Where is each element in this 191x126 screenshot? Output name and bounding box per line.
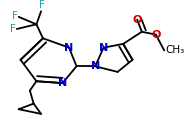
Text: N: N bbox=[99, 43, 108, 53]
Text: N: N bbox=[64, 43, 74, 53]
Text: O: O bbox=[151, 30, 160, 40]
Text: N: N bbox=[58, 78, 67, 88]
Text: F: F bbox=[12, 11, 18, 21]
Text: F: F bbox=[10, 24, 16, 34]
Text: N: N bbox=[91, 61, 100, 71]
Text: F: F bbox=[39, 0, 45, 10]
Text: CH₃: CH₃ bbox=[166, 45, 185, 55]
Text: O: O bbox=[133, 15, 142, 25]
